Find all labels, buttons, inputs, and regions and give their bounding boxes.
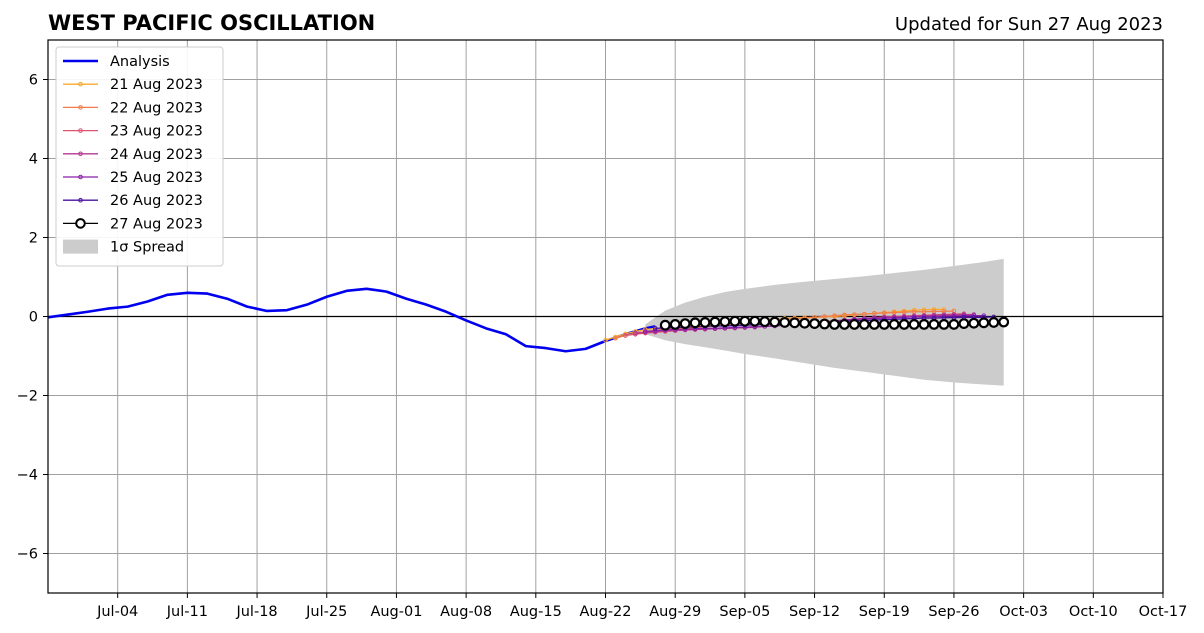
forecast-point bbox=[988, 317, 1000, 328]
legend-marker bbox=[78, 197, 83, 203]
forecast-point bbox=[603, 337, 608, 343]
legend-label-forecast: 22 Aug 2023 bbox=[110, 100, 203, 116]
forecast-point bbox=[888, 319, 900, 330]
forecast-point bbox=[652, 326, 658, 331]
y-tick-label: −4 bbox=[17, 468, 38, 484]
forecast-point bbox=[832, 313, 837, 319]
forecast-point bbox=[659, 319, 671, 331]
forecast-point bbox=[689, 317, 701, 329]
forecast-point bbox=[819, 318, 830, 330]
legend-swatch-spread bbox=[63, 239, 98, 254]
legend-marker bbox=[78, 174, 83, 180]
forecast-point bbox=[789, 317, 801, 329]
forecast-point bbox=[749, 315, 761, 327]
legend-label-forecast: 26 Aug 2023 bbox=[110, 193, 203, 209]
forecast-point bbox=[868, 319, 880, 330]
y-tick-label: 2 bbox=[29, 231, 38, 247]
x-tick-label: Aug-22 bbox=[580, 604, 632, 620]
forecast-point bbox=[958, 318, 970, 330]
legend-label-forecast: 25 Aug 2023 bbox=[110, 170, 203, 186]
x-tick-label: Jul-11 bbox=[166, 604, 208, 620]
x-tick-label: Jul-18 bbox=[235, 604, 277, 620]
legend-label-forecast: 23 Aug 2023 bbox=[110, 124, 203, 140]
plot-area: 6 4 2 0 −2 −4 −6 Jul-04 Jul-11 Jul-18 Jul-25 Aug-01… bbox=[17, 39, 1188, 620]
x-tick-label: Jul-04 bbox=[96, 604, 138, 620]
forecast-point bbox=[643, 329, 648, 334]
legend-marker bbox=[78, 105, 83, 110]
forecast-point bbox=[809, 318, 820, 330]
forecast-point bbox=[871, 311, 877, 316]
legend: Analysis 21 Aug 2023 22 Aug 2023 23 Aug 202… bbox=[55, 46, 224, 267]
x-tick-label: Sep-05 bbox=[719, 604, 770, 620]
forecast-point bbox=[799, 317, 811, 329]
forecast-point bbox=[822, 314, 827, 319]
legend-marker bbox=[78, 151, 83, 157]
chart-subtitle: Updated for Sun 27 Aug 2023 bbox=[895, 14, 1163, 35]
x-tick-label: Oct-03 bbox=[999, 604, 1048, 620]
y-tick-label: −6 bbox=[17, 547, 38, 563]
forecast-point bbox=[739, 315, 751, 327]
forecast-point bbox=[829, 319, 840, 330]
forecast-point bbox=[699, 317, 711, 328]
forecast-point bbox=[948, 319, 960, 330]
y-tick-label: 6 bbox=[29, 73, 38, 89]
forecast-point bbox=[878, 319, 890, 330]
forecast-point bbox=[858, 319, 870, 330]
forecast-point bbox=[908, 319, 920, 330]
forecast-point bbox=[679, 318, 691, 330]
x-tick-label: Sep-19 bbox=[859, 604, 910, 620]
x-tick-label: Oct-17 bbox=[1139, 604, 1188, 620]
forecast-point bbox=[729, 315, 741, 327]
forecast-point bbox=[652, 328, 658, 334]
forecast-point bbox=[709, 316, 721, 328]
forecast-point bbox=[769, 316, 781, 328]
forecast-point bbox=[623, 333, 628, 338]
x-tick-label: Sep-26 bbox=[928, 604, 979, 620]
legend-marker bbox=[78, 81, 83, 87]
y-tick-label: 0 bbox=[29, 310, 38, 326]
legend-label-spread: 1σ Spread bbox=[110, 240, 184, 256]
forecast-point bbox=[978, 317, 990, 329]
series-analysis-line bbox=[47, 287, 656, 353]
forecast-point bbox=[898, 319, 910, 330]
forecast-point bbox=[852, 312, 857, 317]
y-tick-label: −2 bbox=[17, 389, 38, 405]
y-tick-label: 4 bbox=[29, 152, 38, 168]
x-tick-label: Aug-01 bbox=[370, 604, 422, 620]
forecast-point bbox=[839, 319, 850, 330]
forecast-point bbox=[928, 319, 940, 330]
legend-label-forecast: 24 Aug 2023 bbox=[110, 147, 203, 163]
legend-label-analysis: Analysis bbox=[110, 54, 170, 70]
forecast-point bbox=[669, 319, 681, 330]
legend-frame bbox=[55, 46, 224, 267]
x-tick-label: Aug-08 bbox=[440, 604, 492, 620]
forecast-point bbox=[842, 312, 847, 318]
series-forecast-7 bbox=[659, 315, 1010, 331]
forecast-point bbox=[633, 330, 638, 336]
x-tick-label: Aug-29 bbox=[649, 604, 701, 620]
forecast-point bbox=[938, 319, 950, 330]
forecast-point bbox=[848, 319, 860, 330]
legend-label-forecast: 27 Aug 2023 bbox=[110, 216, 203, 232]
x-tick-label: Jul-25 bbox=[305, 604, 347, 620]
forecast-point bbox=[968, 317, 980, 329]
legend-marker bbox=[75, 218, 86, 229]
x-tick-label: Sep-12 bbox=[789, 604, 840, 620]
forecast-point bbox=[862, 311, 867, 317]
forecast-point bbox=[719, 316, 731, 328]
x-tick-label: Aug-15 bbox=[510, 604, 562, 620]
forecast-point bbox=[779, 317, 791, 328]
legend-label-forecast: 21 Aug 2023 bbox=[110, 77, 203, 93]
forecast-point bbox=[998, 316, 1010, 328]
forecast-point bbox=[918, 319, 930, 330]
x-tick-label: Oct-10 bbox=[1069, 604, 1118, 620]
forecast-point bbox=[613, 335, 618, 341]
chart-title: WEST PACIFIC OSCILLATION bbox=[48, 11, 375, 35]
forecast-point bbox=[759, 316, 771, 328]
legend-marker bbox=[78, 128, 83, 133]
